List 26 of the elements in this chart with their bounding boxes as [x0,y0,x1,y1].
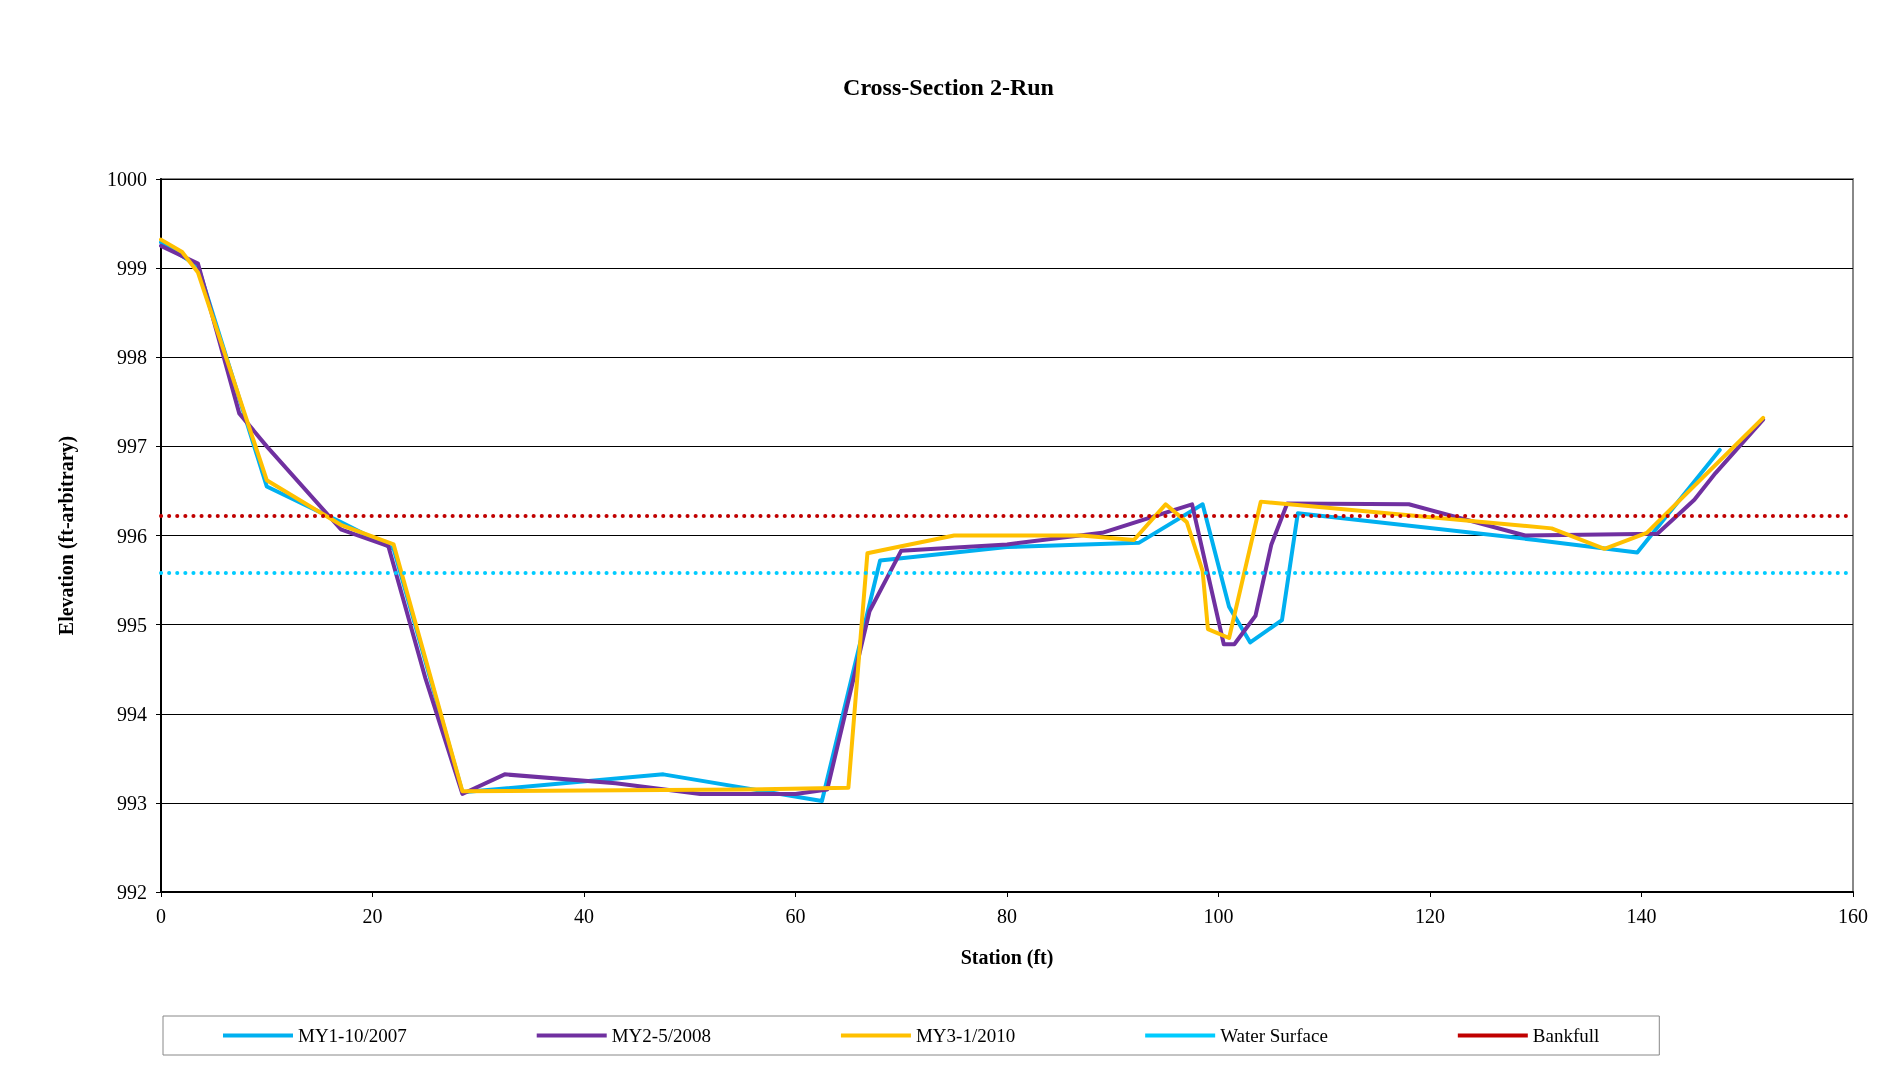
x-tick-label: 20 [362,905,383,927]
y-tick-label: 1000 [107,168,147,190]
y-tick-label: 998 [117,346,147,369]
legend-label: Bankfull [1532,1025,1600,1046]
legend-label: MY1-10/2007 [298,1025,407,1046]
x-tick-label: 80 [997,905,1017,927]
x-tick-label: 40 [574,905,594,927]
y-tick-label: 992 [117,881,147,903]
legend-label: MY3-1/2010 [915,1025,1016,1046]
x-tick-label: 100 [1203,905,1234,927]
x-tick-label: 0 [156,905,166,927]
y-axis-title: Elevation (ft-arbitrary) [55,435,78,636]
legend-label: MY2-5/2008 [611,1025,711,1046]
legend-label: Water Surface [1220,1025,1328,1046]
y-tick-label: 993 [117,791,147,814]
y-tick-label: 995 [117,613,147,636]
x-axis-title: Station (ft) [960,946,1054,969]
y-tick-label: 996 [117,524,147,547]
x-tick-label: 120 [1415,905,1445,927]
y-tick-label: 999 [117,257,147,280]
x-tick-label: 140 [1626,905,1657,927]
x-tick-label: 60 [785,905,806,927]
y-tick-label: 994 [117,702,147,725]
y-tick-label: 997 [117,435,147,458]
chart-title: Cross-Section 2-Run [843,74,1054,100]
x-tick-label: 160 [1838,905,1868,927]
